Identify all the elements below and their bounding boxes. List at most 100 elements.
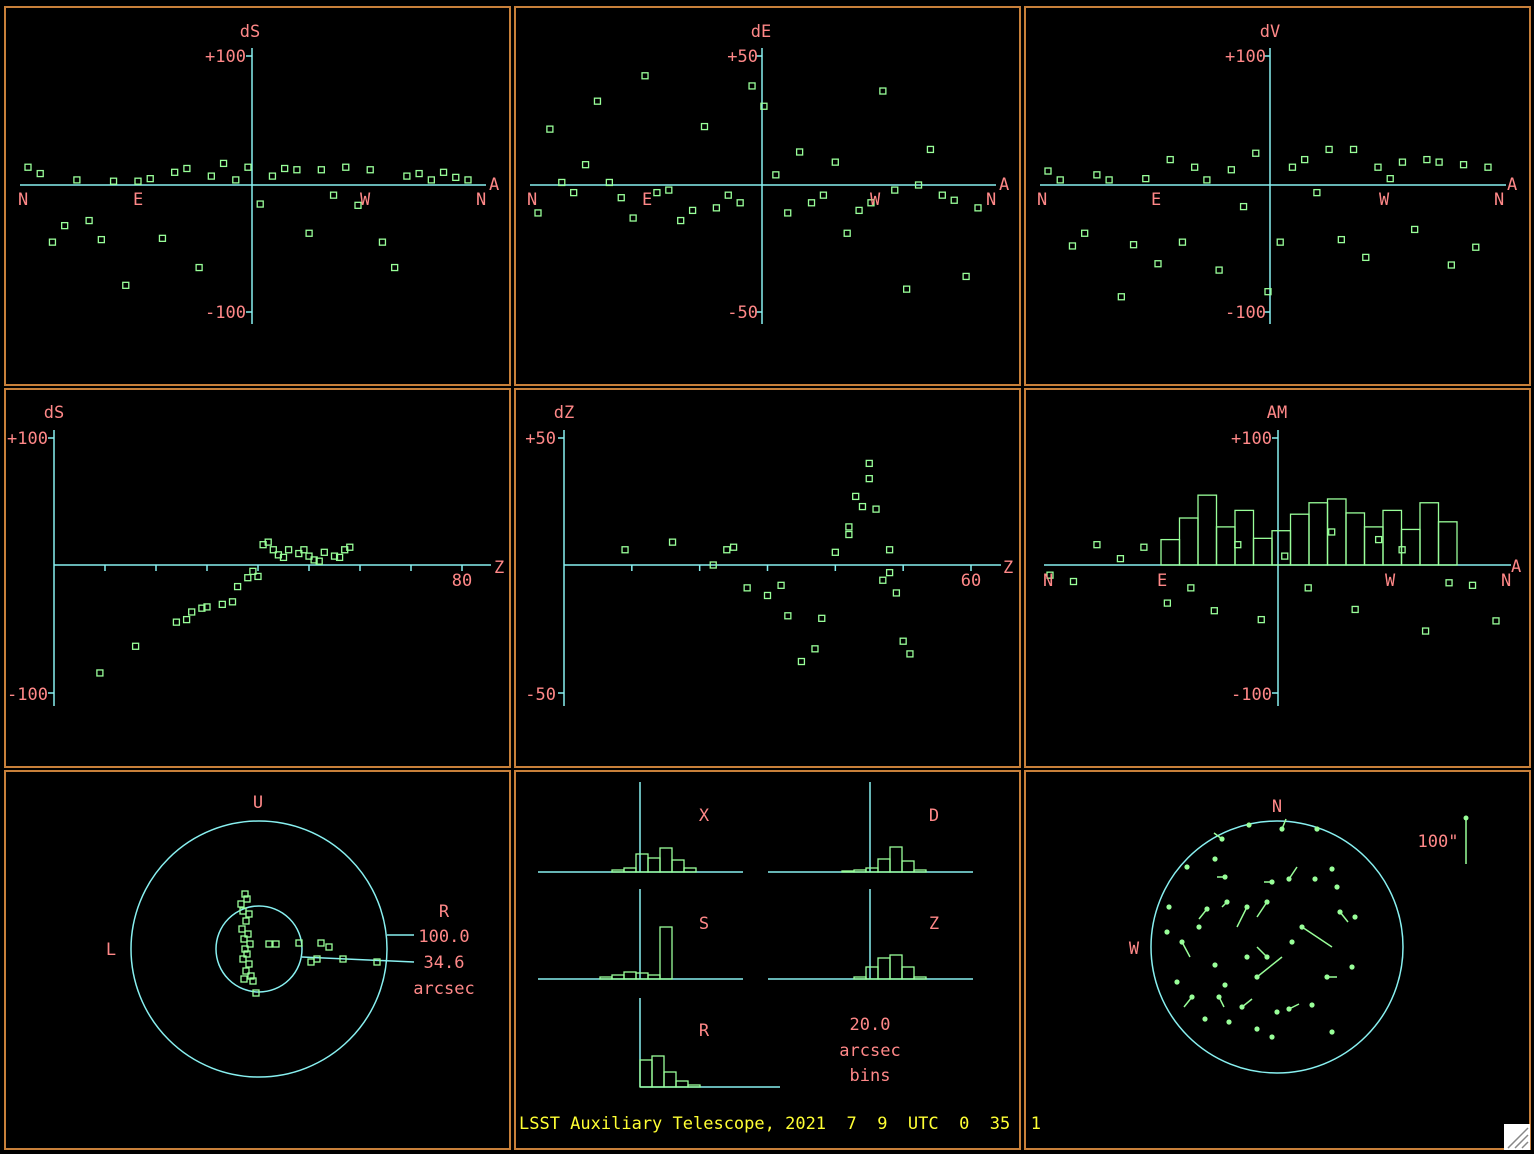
data-point xyxy=(244,163,252,171)
histogram-bar xyxy=(1289,513,1310,566)
data-point xyxy=(1337,235,1345,244)
vector xyxy=(1181,941,1191,958)
data-point xyxy=(243,895,251,903)
data-point xyxy=(249,567,257,576)
data-point xyxy=(558,178,566,187)
histogram-bar xyxy=(853,869,867,873)
histogram-bar xyxy=(889,846,903,873)
data-point xyxy=(330,552,339,560)
data-point xyxy=(281,164,289,173)
data-point xyxy=(1239,202,1248,211)
data-point xyxy=(293,166,301,174)
data-point xyxy=(858,502,867,511)
histogram-bar xyxy=(1419,502,1440,566)
axis-end-label: Z xyxy=(494,558,504,578)
tick-n-left: N xyxy=(1037,190,1047,210)
data-point xyxy=(317,939,325,947)
y-min-label: -50 xyxy=(525,685,556,705)
data-point xyxy=(172,618,181,626)
axis-end-label: A xyxy=(1511,557,1521,577)
panel-ds-azimuth: dS +100 -100 N E W N A xyxy=(4,6,511,386)
data-point xyxy=(891,186,899,194)
vector-origin xyxy=(1212,962,1218,968)
histogram-bar xyxy=(635,853,649,873)
panel-am-azimuth: AM +100 -100 N E W N A xyxy=(1024,388,1531,768)
data-point xyxy=(307,958,315,966)
panel-vector-field: N W 100" xyxy=(1024,770,1531,1150)
panel-histograms: X D S Z R 20.0 arcsec bins xyxy=(514,770,1021,1150)
data-point xyxy=(1447,261,1455,269)
vector-origin xyxy=(1329,866,1335,872)
data-point xyxy=(1423,155,1431,164)
data-point xyxy=(729,543,738,551)
histogram-bar xyxy=(659,926,673,980)
y-axis-label: dE xyxy=(751,22,771,42)
telescope-status-footer: LSST Auxiliary Telescope, 2021 7 9 UTC 0… xyxy=(519,1114,1041,1134)
data-point xyxy=(743,584,751,592)
tick-n-left: N xyxy=(527,190,537,210)
polar-residuals-chart: U L R 100.0 34.6 arcsec xyxy=(106,793,475,1078)
vector-origin xyxy=(1289,939,1295,945)
data-point xyxy=(354,201,362,209)
data-point xyxy=(688,206,697,215)
tick-n-right: N xyxy=(986,190,996,210)
data-point xyxy=(1068,242,1077,250)
vector-origin xyxy=(1352,914,1358,920)
y-min-label: -100 xyxy=(1225,303,1266,323)
data-point xyxy=(268,172,277,180)
data-point xyxy=(329,191,338,199)
vector xyxy=(1256,956,1283,978)
histogram-bar xyxy=(599,976,613,980)
data-point xyxy=(284,546,293,554)
data-point xyxy=(1398,158,1407,166)
data-point xyxy=(1093,541,1101,549)
data-point xyxy=(269,546,277,554)
y-max-label: +50 xyxy=(727,47,758,67)
data-point xyxy=(315,557,323,565)
data-point xyxy=(1325,145,1333,154)
vector-origin xyxy=(1309,1002,1315,1008)
histogram-bar xyxy=(659,847,673,873)
data-point xyxy=(581,161,590,169)
vector xyxy=(1221,901,1228,908)
data-point xyxy=(241,945,249,953)
data-point xyxy=(219,159,228,168)
histogram-bar xyxy=(853,976,867,980)
data-point xyxy=(1435,158,1443,166)
histogram-bar xyxy=(1197,494,1218,566)
vector-origin xyxy=(1226,1019,1232,1025)
data-point xyxy=(1163,599,1172,607)
histogram-bar xyxy=(877,858,891,873)
resize-grip-icon[interactable] xyxy=(1504,1124,1530,1150)
data-point xyxy=(1234,541,1242,549)
histogram-bar xyxy=(901,966,915,980)
data-point xyxy=(373,958,381,966)
y-axis-label: dS xyxy=(44,403,64,423)
hist-d-label: D xyxy=(929,806,939,826)
data-point xyxy=(252,989,260,997)
panel-dv-azimuth: dV +100 -100 N E W N A xyxy=(1024,6,1531,386)
histogram-bar xyxy=(1308,502,1329,566)
tick-e: E xyxy=(1157,571,1167,591)
data-point xyxy=(1069,577,1078,586)
data-point xyxy=(852,492,860,501)
unit-label: arcsec xyxy=(413,979,474,999)
data-point xyxy=(1411,225,1419,234)
y-max-label: +100 xyxy=(1225,47,1266,67)
vector-origin xyxy=(1246,822,1252,828)
y-max-label: +100 xyxy=(1231,429,1272,449)
data-point xyxy=(677,216,685,225)
data-point xyxy=(795,148,804,156)
data-point xyxy=(1386,174,1394,183)
data-point xyxy=(879,576,887,584)
data-point xyxy=(865,459,873,468)
data-point xyxy=(300,546,308,554)
panel-ds-zenith: dS +100 -100 80 Z xyxy=(4,388,511,768)
data-point xyxy=(879,87,887,95)
data-point xyxy=(366,166,374,174)
data-point xyxy=(1191,163,1199,171)
outer-radius-label: 100.0 xyxy=(418,927,469,947)
histogram-bar xyxy=(1345,512,1366,566)
scale-bar-tip xyxy=(1463,815,1469,821)
data-point xyxy=(246,940,254,948)
